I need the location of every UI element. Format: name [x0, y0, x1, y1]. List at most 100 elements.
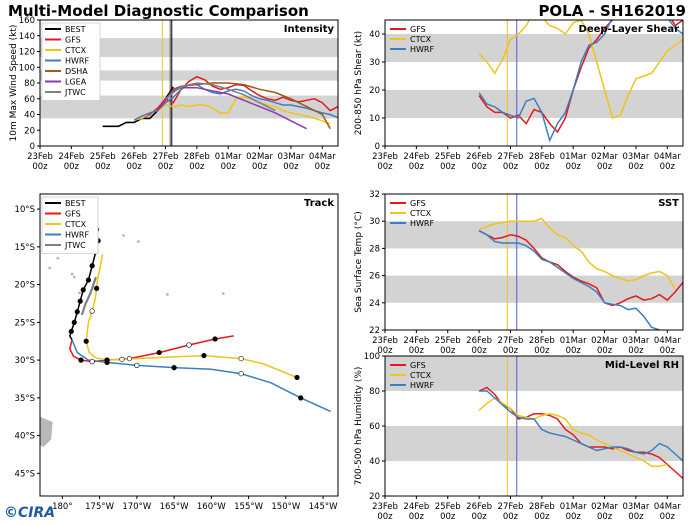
track-landmasses [40, 234, 225, 447]
rh-xtick-hour-4: 00z [503, 512, 519, 522]
rh-xtick-hour-0: 00z [377, 512, 393, 522]
rh-xtick-hour-7: 00z [597, 512, 613, 522]
track-marker-gfs-open-1 [126, 355, 132, 362]
intensity-xtick-day-9: 04Mar [309, 152, 336, 162]
track-ytick-label-3: 25°S [15, 318, 35, 328]
shear-xtick-hour-6: 00z [566, 162, 582, 172]
sst-xtick-day-1: 24Feb [403, 336, 429, 346]
intensity-xtick-day-5: 28Feb [184, 152, 210, 162]
shear-band-0 [385, 90, 683, 118]
rh-series-ctcx [478, 397, 668, 468]
intensity-xtick-hour-8: 00z [283, 162, 299, 172]
sst-xtick-day-4: 27Feb [498, 336, 524, 346]
sst-series [478, 217, 683, 330]
shear-xtick-day-2: 25Feb [435, 152, 461, 162]
sst-ylabel: Sea Surface Temp (°C) [354, 211, 364, 312]
shear-ylabel: 200-850 hPa Shear (kt) [354, 31, 364, 135]
track-xtick-label-5: 155°W [234, 502, 263, 512]
track-ytick-label-2: 20°S [15, 281, 35, 291]
shear-xtick-hour-7: 00z [597, 162, 613, 172]
island-9 [72, 275, 76, 279]
rh-xtick-hour-5: 00z [534, 512, 550, 522]
sst-xtick-day-9: 04Mar [654, 336, 681, 346]
intensity-ytick-label-120: 120 [19, 48, 35, 58]
rh-series-hwrf [479, 390, 683, 462]
track-marker-ctcx-open-0 [89, 308, 95, 314]
sst-xtick-hour-5: 00z [534, 346, 550, 356]
shear-ytick-label-10: 10 [369, 114, 380, 124]
sst-series-gfs [478, 230, 683, 307]
intensity-ytick-label-20: 20 [24, 126, 35, 136]
shear-frame [384, 19, 684, 147]
shear-ytick-label-30: 30 [369, 58, 380, 68]
track-line-jtwc [80, 276, 97, 316]
shear-band-1 [385, 34, 683, 62]
intensity-series-ctcx [133, 96, 331, 125]
sst-ytick-label-28: 28 [369, 244, 380, 254]
intensity-legend-label-hwrf: HWRF [65, 57, 89, 66]
intensity-legend-label-ctcx: CTCX [65, 46, 87, 55]
track-legend-label-gfs: GFS [65, 210, 81, 219]
track-xtick-label-2: 170°W [122, 502, 151, 512]
island-6 [136, 240, 140, 243]
intensity-panel: 02040608010012014016023Feb00z24Feb00z25F… [9, 16, 339, 172]
shear-xtick-day-0: 23Feb [372, 152, 398, 162]
track-marker-best-3 [89, 263, 95, 269]
intensity-ytick-label-140: 140 [19, 32, 35, 42]
rh-ytick-label-100: 100 [364, 352, 380, 362]
track-marker-hwrf-1 [171, 365, 177, 371]
shear-xtick-day-3: 26Feb [466, 152, 492, 162]
track-marker-gfs-3 [212, 336, 218, 342]
sst-xtick-hour-6: 00z [566, 346, 582, 356]
rh-ytick-label-20: 20 [369, 492, 380, 502]
rh-xtick-hour-2: 00z [440, 512, 456, 522]
rh-xtick-day-2: 25Feb [435, 502, 461, 512]
track-ytick-label-1: 15°S [15, 243, 35, 253]
track-xtick-label-3: 165°W [160, 502, 189, 512]
intensity-legend-label-lgea: LGEA [65, 78, 87, 87]
intensity-xtick-day-2: 25Feb [90, 152, 116, 162]
rh-ytick-label-60: 60 [369, 422, 380, 432]
shear-series-gfs [478, 20, 683, 134]
shear-xtick-hour-2: 00z [440, 162, 456, 172]
sst-band-0 [385, 275, 683, 303]
intensity-xtick-day-1: 24Feb [58, 152, 84, 162]
shear-xtick-hour-3: 00z [471, 162, 487, 172]
sst-xtick-day-3: 26Feb [466, 336, 492, 346]
track-marker-best-6 [77, 298, 83, 304]
intensity-ytick-label-160: 160 [19, 16, 35, 26]
track-marker-best-7 [74, 309, 80, 315]
shear-xtick-day-6: 01Mar [560, 152, 587, 162]
sst-xtick-day-2: 25Feb [435, 336, 461, 346]
track-legend-label-ctcx: CTCX [65, 220, 87, 229]
shear-xtick-hour-4: 00z [503, 162, 519, 172]
sst-band-1 [385, 221, 683, 249]
rh-title: Mid-Level RH [605, 360, 679, 371]
sst-xtick-hour-3: 00z [471, 346, 487, 356]
island-0 [48, 266, 52, 270]
intensity-xtick-hour-9: 00z [315, 162, 331, 172]
track-legend-label-hwrf: HWRF [65, 231, 89, 240]
rh-xtick-day-6: 01Mar [560, 502, 587, 512]
intensity-xtick-hour-5: 00z [189, 162, 205, 172]
shear-legend-label-gfs: GFS [410, 25, 426, 34]
rh-xtick-day-1: 24Feb [403, 502, 429, 512]
rh-xtick-hour-6: 00z [566, 512, 582, 522]
rh-legend-label-hwrf: HWRF [410, 381, 434, 390]
sst-xtick-day-8: 03Mar [623, 336, 650, 346]
intensity-legend-label-jtwc: JTWC [64, 88, 86, 97]
sst-xtick-day-6: 01Mar [560, 336, 587, 346]
sst-series-hwrf [478, 230, 660, 330]
cira-logo: ©CIRA [4, 505, 55, 521]
track-ytick-label-6: 40°S [15, 432, 35, 442]
track-ytick-label-4: 30°S [15, 356, 35, 366]
intensity-xtick-day-3: 26Feb [121, 152, 147, 162]
rh-xtick-hour-3: 00z [471, 512, 487, 522]
shear-title: Deep-Layer Shear [579, 24, 680, 35]
track-marker-gfs-0 [78, 357, 84, 363]
track-marker-hwrf-2 [298, 395, 304, 401]
intensity-xtick-hour-0: 00z [32, 162, 48, 172]
